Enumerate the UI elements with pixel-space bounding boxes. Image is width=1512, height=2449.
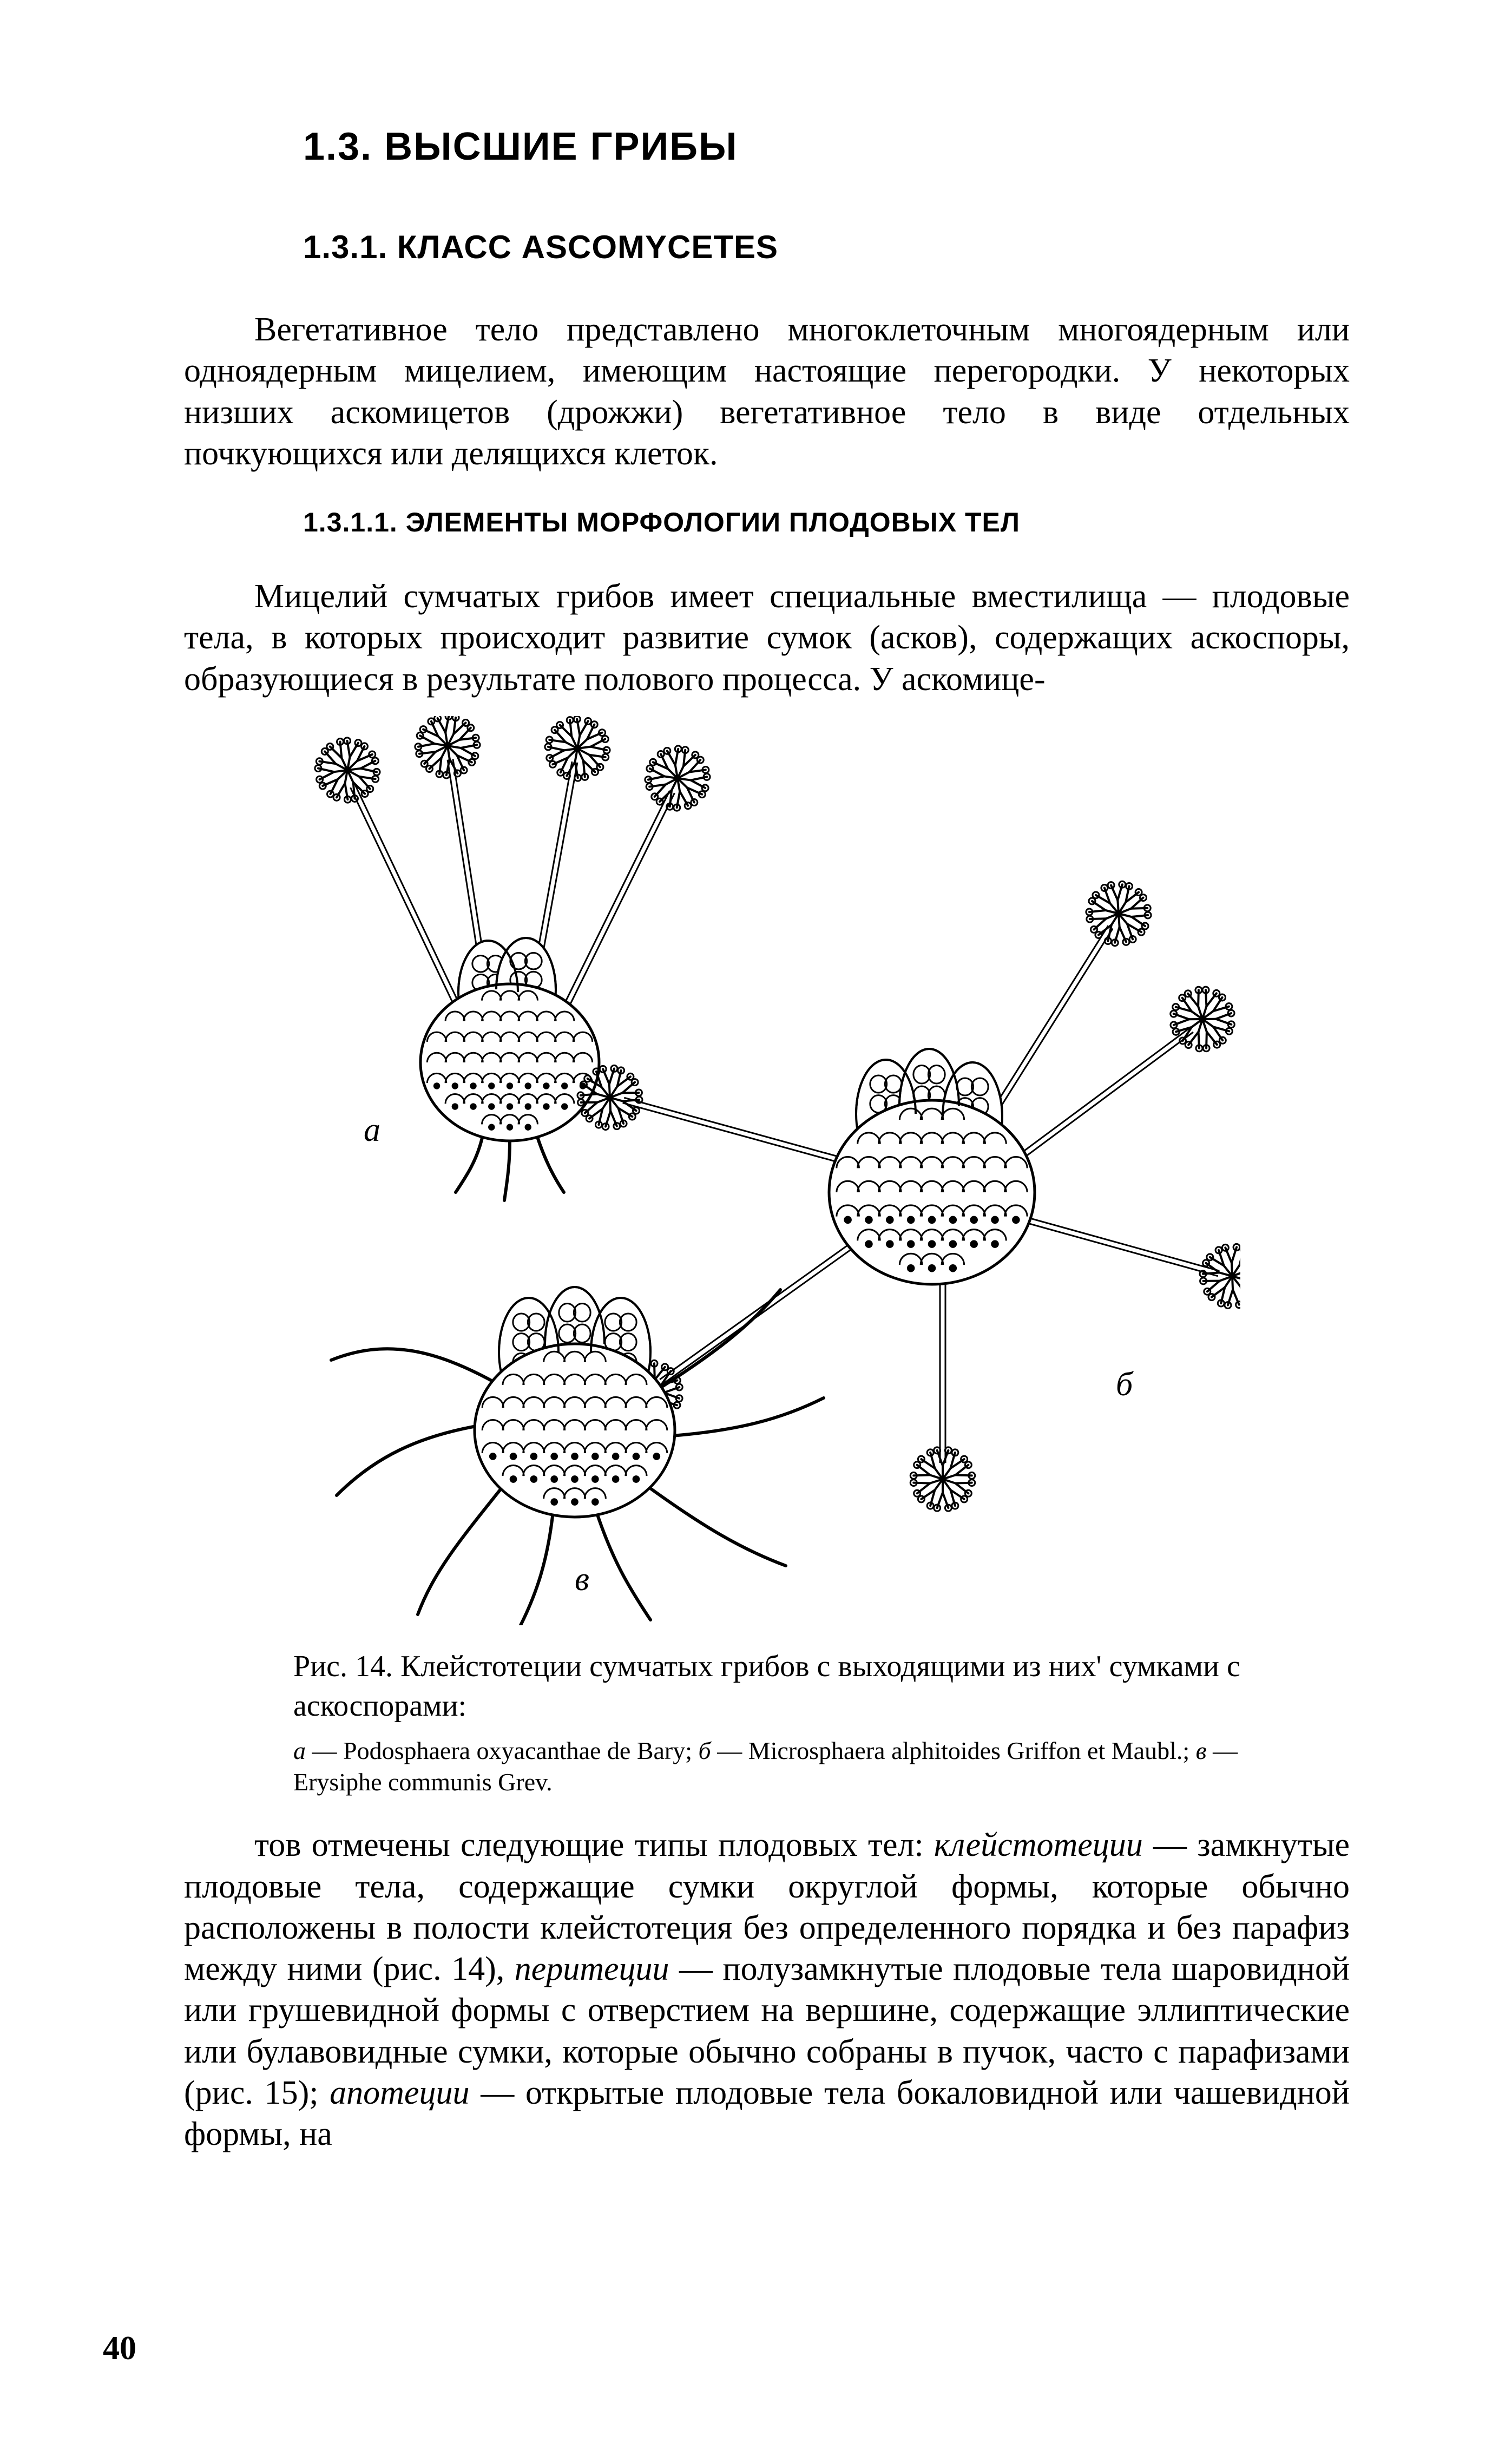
subsubsection-heading: 1.3.1.1. ЭЛЕМЕНТЫ МОРФОЛОГИИ ПЛОДОВЫХ ТЕ… <box>303 507 1350 538</box>
figure-sub-text-a: — Podosphaera oxyacanthae de Bary; <box>306 1737 699 1764</box>
p3-keyword-3: апотеции <box>330 2074 469 2111</box>
figure-sub-label-a: а <box>293 1737 306 1764</box>
figure-14-illustration: а б в <box>293 716 1240 1625</box>
section-heading: 1.3. ВЫСШИЕ ГРИБЫ <box>303 124 1350 169</box>
figure-label-a: а <box>364 1111 380 1150</box>
figure-14: а б в Рис. 14. Клейстотеции сумчатых гри… <box>184 716 1350 1798</box>
paragraph-3: тов отмечены следующие типы плодовых тел… <box>184 1824 1350 2155</box>
figure-sub-label-b: б <box>699 1737 711 1764</box>
figure-14-svg <box>293 716 1240 1625</box>
figure-sub-label-v: в <box>1196 1737 1207 1764</box>
figure-label-b: б <box>1116 1365 1133 1404</box>
figure-number: Рис. 14. <box>293 1650 393 1683</box>
paragraph-1: Вегетативное тело представлено многоклет… <box>184 309 1350 474</box>
p3-keyword-2: перитеции <box>515 1951 669 1987</box>
figure-14-caption-sub: а — Podosphaera oxyacanthae de Bary; б —… <box>293 1735 1240 1797</box>
page-number: 40 <box>103 2329 136 2368</box>
subsection-heading: 1.3.1. КЛАСС ASCOMYCETES <box>303 228 1350 266</box>
figure-label-v: в <box>575 1560 589 1599</box>
p3-keyword-1: клейстотеции <box>934 1827 1143 1863</box>
figure-caption-text: Клейстотеции сумчатых грибов с выходящим… <box>293 1650 1240 1723</box>
p3-pre: тов отмечены следующие типы плодовых тел… <box>254 1827 934 1863</box>
figure-14-caption: Рис. 14. Клейстотеции сумчатых грибов с … <box>293 1647 1240 1726</box>
paragraph-2: Мицелий сумчатых грибов имеет специальны… <box>184 576 1350 700</box>
figure-sub-text-b: — Microsphaera alphitoides Griffon et Ma… <box>711 1737 1196 1764</box>
